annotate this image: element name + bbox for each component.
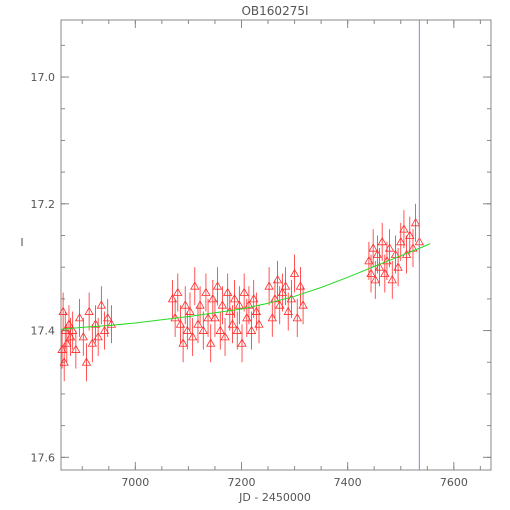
data-point [201,287,211,296]
axis-ticks [61,20,491,470]
y-tick-label: 17.0 [31,71,56,84]
data-point [203,313,213,322]
model-curve [60,243,431,330]
data-point [64,319,74,328]
data-point [292,313,302,322]
data-point [399,224,409,233]
data-point [81,357,92,366]
data-point [212,281,223,290]
data-point [78,332,88,341]
data-point [220,332,230,341]
data-point [175,319,186,328]
data-point [232,325,242,334]
data-point [106,319,117,328]
data-point [295,281,306,290]
data-point [84,306,94,315]
data-point [374,262,385,271]
data-point [60,325,70,334]
data-point [249,294,259,303]
data-point [393,262,403,271]
data-point [58,306,68,315]
data-point [198,325,208,334]
data-point [286,294,297,303]
data-point [167,294,178,303]
data-point [368,243,378,252]
data-point [275,300,285,309]
y-tick-label: 17.2 [31,198,56,211]
data-point [366,268,376,277]
data-point [185,306,195,315]
x-tick-label: 7200 [227,476,255,489]
data-point [267,313,277,322]
data-point [67,325,78,334]
data-point [59,357,69,366]
data-point [254,319,264,328]
data-point [280,281,291,290]
data-point [246,325,257,334]
data-point [90,319,101,328]
data-point [223,287,233,296]
plot-frame [60,19,492,471]
data-point [195,300,205,309]
x-axis-label: JD - 2450000 [238,491,311,504]
data-point [173,287,183,296]
data-point [190,281,200,290]
y-tick-label: 17.6 [31,451,56,464]
data-point [237,338,247,347]
data-point [229,294,240,303]
data-point [93,332,103,341]
data-point [272,275,283,284]
data-point [74,313,85,322]
data-point [215,325,225,334]
data-point [180,300,190,309]
data-point [283,306,293,315]
data-point [182,325,193,334]
data-point [298,300,308,309]
data-point [234,300,245,309]
chart-title: OB160275I [241,4,308,18]
data-point [96,300,107,309]
data-point [251,306,262,315]
data-point [103,313,113,322]
data-point [99,325,110,334]
y-axis-label: I [20,236,23,249]
data-point [87,338,98,347]
data-point [396,237,406,246]
data-point [170,313,180,322]
x-tick-label: 7400 [334,476,362,489]
data-point [264,281,274,290]
x-tick-label: 7000 [121,476,149,489]
data-point [370,275,380,284]
data-point [244,300,254,309]
data-point [387,275,397,284]
data-point [239,287,249,296]
data-point [208,294,218,303]
data-point [178,338,188,347]
data-point [289,268,300,277]
y-tick-label: 17.4 [31,325,56,338]
data-point [187,332,198,341]
data-point [410,218,421,227]
data-point [384,243,395,252]
data-point [206,338,216,347]
data-point [377,237,387,246]
y-tick-labels: 17.0 17.2 17.4 17.6 [31,71,56,464]
data-points [57,203,425,382]
data-point [277,287,288,296]
data-point [227,319,238,328]
x-tick-label: 7600 [440,476,468,489]
data-point [217,300,228,309]
data-point [405,230,415,239]
data-point [71,344,81,353]
x-tick-labels: 7000 7200 7400 7600 [121,476,468,489]
data-point [210,313,220,322]
